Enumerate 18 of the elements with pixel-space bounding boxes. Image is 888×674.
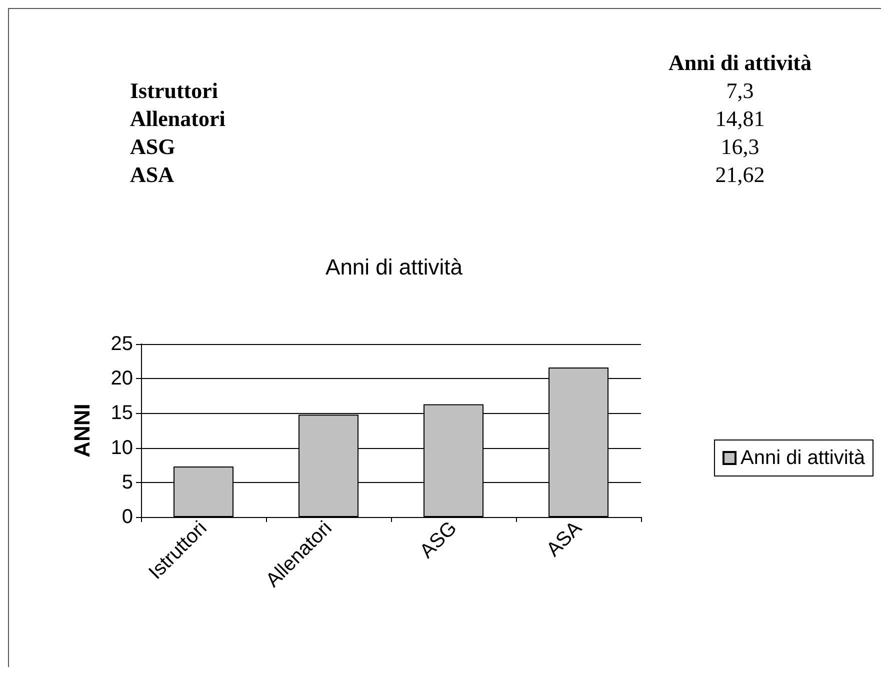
text: 14,81	[714, 105, 766, 133]
text: 21,62	[714, 161, 766, 189]
y-tick-label: 15	[110, 402, 133, 424]
text: Anni di attività	[667, 49, 813, 77]
text: 7,3	[725, 77, 755, 105]
text: 16,3	[720, 133, 760, 161]
text: Allenatori	[129, 105, 226, 133]
y-tick-label: 20	[110, 368, 133, 390]
y-tick-label: 5	[122, 471, 133, 494]
text: ASG	[129, 133, 176, 161]
y-tick-label: 10	[110, 436, 133, 459]
text: ASA	[129, 161, 176, 189]
y-tick-label: 0	[122, 506, 133, 528]
y-axis-title: ANNI	[70, 404, 94, 458]
text: Istruttori	[129, 77, 219, 105]
y-tick-label: 25	[110, 333, 133, 355]
legend-label: Anni di attività	[740, 447, 866, 469]
chart-title: Anni di attività	[326, 254, 464, 280]
